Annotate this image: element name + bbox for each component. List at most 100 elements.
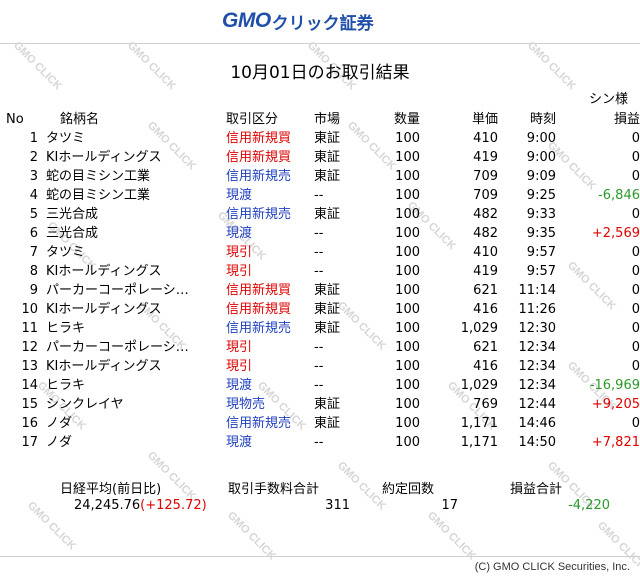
cell-kind: 現引: [226, 245, 253, 260]
cell-name: KIホールディングス: [46, 150, 162, 165]
cell-price: 482: [473, 226, 498, 241]
cell-time: 12:34: [518, 359, 556, 374]
cell-no: 12: [21, 340, 38, 355]
header-price: 単価: [471, 112, 498, 127]
table-row: 8 KIホールディングス 現引 -- 100 419 9:57 0: [6, 262, 640, 281]
table-row: 13 KIホールディングス 現引 -- 100 416 12:34 0: [6, 357, 640, 376]
cell-pl: -16,969: [589, 378, 640, 393]
cell-qty: 100: [395, 131, 420, 146]
cell-kind: 信用新規買: [226, 302, 292, 317]
table-row: 6 三光合成 現渡 -- 100 482 9:35 +2,569: [6, 224, 640, 243]
watermark-text: GMO CLICK: [224, 509, 278, 563]
cell-time: 9:00: [526, 131, 556, 146]
fee-label: 取引手数料合計: [228, 482, 320, 497]
table-row: 11 ヒラキ 信用新規売 東証 100 1,029 12:30 0: [6, 319, 640, 338]
cell-name: ヒラキ: [46, 378, 86, 393]
trade-results-table: No 銘柄名 取引区分 市場 数量 単価 時刻 損益 1 タツミ 信用新規買 東証 10…: [6, 110, 640, 452]
cell-name: KIホールディングス: [46, 264, 162, 279]
cell-name: ノダ: [46, 416, 73, 431]
table-row: 9 パーカーコーポレーシ… 信用新規買 東証 100 621 11:14 0: [6, 281, 640, 300]
pl-total-value: -4,220: [568, 498, 610, 513]
table-row: 4 蛇の目ミシン工業 現渡 -- 100 709 9:25 -6,846: [6, 186, 640, 205]
cell-kind: 現引: [226, 359, 253, 374]
cell-pl: 0: [631, 207, 640, 222]
cell-name: 三光合成: [46, 226, 99, 241]
cell-price: 769: [473, 397, 498, 412]
cell-no: 5: [29, 207, 38, 222]
header-name: 銘柄名: [60, 112, 100, 127]
table-row: 10 KIホールディングス 信用新規買 東証 100 416 11:26 0: [6, 300, 640, 319]
watermark-text: GMO CLICK: [24, 499, 78, 553]
cell-no: 1: [29, 131, 38, 146]
cell-price: 621: [473, 283, 498, 298]
cell-name: タツミ: [46, 245, 86, 260]
table-row: 14 ヒラキ 現渡 -- 100 1,029 12:34 -16,969: [6, 376, 640, 395]
cell-pl: 0: [631, 169, 640, 184]
cell-market: --: [314, 226, 324, 241]
cell-market: --: [314, 188, 324, 203]
cell-pl: 0: [631, 321, 640, 336]
customer-name: シン様: [588, 92, 628, 107]
cell-market: 東証: [314, 397, 341, 412]
cell-pl: 0: [631, 416, 640, 431]
table-row: 16 ノダ 信用新規売 東証 100 1,171 14:46 0: [6, 414, 640, 433]
cell-qty: 100: [395, 264, 420, 279]
logo-gmo-text: GMO: [222, 9, 271, 32]
cell-kind: 信用新規買: [226, 283, 292, 298]
cell-price: 1,171: [460, 416, 498, 431]
cell-kind: 現引: [226, 340, 253, 355]
cell-qty: 100: [395, 302, 420, 317]
cell-name: KIホールディングス: [46, 359, 162, 374]
cell-pl: 0: [631, 150, 640, 165]
cell-no: 13: [21, 359, 38, 374]
cell-qty: 100: [395, 169, 420, 184]
cell-time: 11:14: [518, 283, 556, 298]
cell-price: 416: [473, 359, 498, 374]
cell-time: 9:00: [526, 150, 556, 165]
table-row: 17 ノダ 現渡 -- 100 1,171 14:50 +7,821: [6, 433, 640, 452]
cell-no: 10: [21, 302, 38, 317]
cell-price: 709: [473, 188, 498, 203]
table-row: 1 タツミ 信用新規買 東証 100 410 9:00 0: [6, 129, 640, 148]
cell-time: 12:34: [518, 340, 556, 355]
logo-brand-text: クリック証券: [271, 13, 374, 34]
cell-qty: 100: [395, 321, 420, 336]
cell-time: 14:46: [518, 416, 556, 431]
header-qty: 数量: [393, 112, 420, 127]
cell-time: 9:57: [526, 245, 556, 260]
table-row: 5 三光合成 信用新規売 東証 100 482 9:33 0: [6, 205, 640, 224]
cell-price: 482: [473, 207, 498, 222]
cell-qty: 100: [395, 245, 420, 260]
cell-kind: 信用新規売: [226, 321, 292, 336]
cell-no: 6: [29, 226, 38, 241]
cell-name: ヒラキ: [46, 321, 86, 336]
cell-market: 東証: [314, 416, 341, 431]
cell-qty: 100: [395, 188, 420, 203]
cell-price: 709: [473, 169, 498, 184]
copyright-text: (C) GMO CLICK Securities, Inc.: [474, 561, 630, 573]
cell-price: 410: [473, 245, 498, 260]
cell-no: 8: [29, 264, 38, 279]
cell-kind: 現渡: [226, 435, 253, 450]
cell-kind: 信用新規売: [226, 416, 292, 431]
table-row: 7 タツミ 現引 -- 100 410 9:57 0: [6, 243, 640, 262]
cell-name: 蛇の目ミシン工業: [46, 169, 151, 184]
page-title: 10月01日のお取引結果: [230, 63, 410, 83]
cell-pl: 0: [631, 302, 640, 317]
header-time: 時刻: [529, 112, 556, 127]
cell-market: 東証: [314, 321, 341, 336]
cell-pl: 0: [631, 264, 640, 279]
cell-time: 12:44: [518, 397, 556, 412]
cell-market: 東証: [314, 302, 341, 317]
cell-qty: 100: [395, 150, 420, 165]
cell-price: 621: [473, 340, 498, 355]
cell-market: --: [314, 245, 324, 260]
cell-no: 7: [29, 245, 38, 260]
cell-kind: 現渡: [226, 188, 253, 203]
header-pl: 損益: [613, 112, 640, 127]
cell-no: 16: [21, 416, 38, 431]
table-row: 12 パーカーコーポレーシ… 現引 -- 100 621 12:34 0: [6, 338, 640, 357]
cell-no: 15: [21, 397, 38, 412]
fee-value: 311: [325, 498, 350, 513]
cell-time: 9:33: [526, 207, 556, 222]
